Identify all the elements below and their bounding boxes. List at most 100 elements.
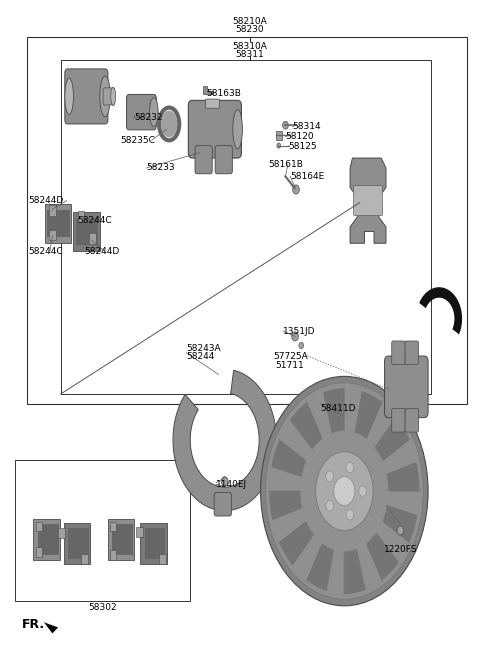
Polygon shape — [140, 523, 167, 564]
Bar — [15, 460, 190, 600]
Bar — [60, 60, 432, 394]
Text: 1220FS: 1220FS — [384, 545, 417, 554]
Wedge shape — [386, 462, 420, 491]
Text: 58230: 58230 — [235, 25, 264, 34]
Text: FR.: FR. — [22, 618, 45, 631]
Ellipse shape — [233, 110, 242, 149]
Circle shape — [397, 526, 404, 535]
FancyBboxPatch shape — [214, 492, 231, 516]
Bar — [89, 233, 96, 244]
Circle shape — [316, 452, 373, 530]
Wedge shape — [344, 549, 366, 594]
Bar — [110, 550, 116, 560]
Bar — [27, 37, 468, 404]
Bar — [78, 211, 84, 221]
Polygon shape — [45, 204, 71, 243]
Text: 58161B: 58161B — [269, 160, 303, 169]
Ellipse shape — [100, 76, 110, 117]
Bar — [49, 229, 56, 240]
FancyBboxPatch shape — [65, 69, 108, 124]
Wedge shape — [269, 491, 302, 520]
Text: 1351JD: 1351JD — [283, 327, 315, 336]
Bar — [136, 527, 143, 537]
Polygon shape — [350, 158, 386, 243]
Bar — [110, 522, 116, 532]
Circle shape — [277, 143, 281, 148]
Text: 58244: 58244 — [186, 352, 215, 361]
FancyBboxPatch shape — [195, 146, 212, 173]
FancyBboxPatch shape — [384, 356, 428, 418]
Text: 58164E: 58164E — [290, 172, 324, 181]
Polygon shape — [73, 212, 100, 251]
Wedge shape — [279, 521, 314, 566]
Text: 58244C: 58244C — [28, 246, 63, 256]
Wedge shape — [366, 533, 399, 580]
Wedge shape — [375, 417, 409, 461]
Text: 58244C: 58244C — [77, 216, 112, 225]
Ellipse shape — [65, 78, 73, 114]
Text: 58244D: 58244D — [84, 246, 120, 256]
Text: 58210A: 58210A — [232, 17, 267, 26]
Circle shape — [221, 477, 228, 486]
Circle shape — [292, 332, 299, 341]
Text: 51711: 51711 — [275, 361, 304, 371]
Ellipse shape — [161, 110, 177, 137]
Polygon shape — [173, 371, 276, 510]
Bar — [36, 547, 42, 557]
Text: 58411D: 58411D — [321, 404, 356, 413]
Wedge shape — [355, 391, 382, 439]
FancyBboxPatch shape — [188, 101, 241, 158]
Text: 58314: 58314 — [293, 122, 321, 131]
Polygon shape — [44, 622, 58, 633]
Wedge shape — [290, 402, 323, 449]
Wedge shape — [271, 440, 306, 477]
Bar — [59, 528, 65, 538]
FancyBboxPatch shape — [215, 146, 232, 173]
Circle shape — [326, 501, 334, 511]
Text: 58310A: 58310A — [232, 42, 267, 51]
FancyBboxPatch shape — [405, 341, 419, 365]
Ellipse shape — [150, 98, 158, 127]
Text: 58125: 58125 — [288, 143, 316, 151]
FancyBboxPatch shape — [127, 95, 156, 130]
Circle shape — [293, 185, 300, 194]
Circle shape — [299, 342, 304, 349]
Polygon shape — [68, 528, 89, 559]
Circle shape — [334, 477, 355, 505]
Polygon shape — [112, 524, 133, 555]
Bar — [36, 522, 42, 532]
Text: 58235C: 58235C — [120, 136, 155, 145]
Text: 1140EJ: 1140EJ — [216, 480, 247, 489]
Text: 58233: 58233 — [147, 164, 175, 172]
Polygon shape — [38, 524, 59, 555]
Wedge shape — [307, 543, 334, 591]
FancyBboxPatch shape — [103, 88, 115, 105]
Polygon shape — [34, 519, 60, 560]
Circle shape — [283, 122, 288, 129]
Text: 58302: 58302 — [88, 602, 117, 612]
Wedge shape — [383, 505, 418, 543]
FancyBboxPatch shape — [353, 185, 383, 215]
FancyBboxPatch shape — [392, 341, 405, 365]
Text: 58243A: 58243A — [186, 344, 221, 353]
Bar — [81, 555, 87, 564]
Text: 58311: 58311 — [235, 50, 264, 59]
Text: 58232: 58232 — [135, 113, 163, 122]
Polygon shape — [63, 523, 90, 564]
Text: 58120: 58120 — [286, 132, 314, 141]
Text: 58163B: 58163B — [206, 89, 241, 99]
Bar — [159, 555, 166, 564]
FancyBboxPatch shape — [405, 409, 419, 432]
Text: 58244D: 58244D — [28, 196, 64, 205]
Circle shape — [359, 486, 366, 496]
Polygon shape — [419, 287, 462, 334]
Circle shape — [346, 510, 354, 520]
Polygon shape — [76, 217, 98, 245]
Ellipse shape — [111, 87, 116, 106]
Wedge shape — [323, 388, 344, 433]
Circle shape — [346, 462, 354, 472]
Circle shape — [261, 376, 428, 606]
Polygon shape — [203, 86, 213, 94]
Polygon shape — [276, 131, 282, 140]
Text: 57725A: 57725A — [274, 352, 308, 361]
